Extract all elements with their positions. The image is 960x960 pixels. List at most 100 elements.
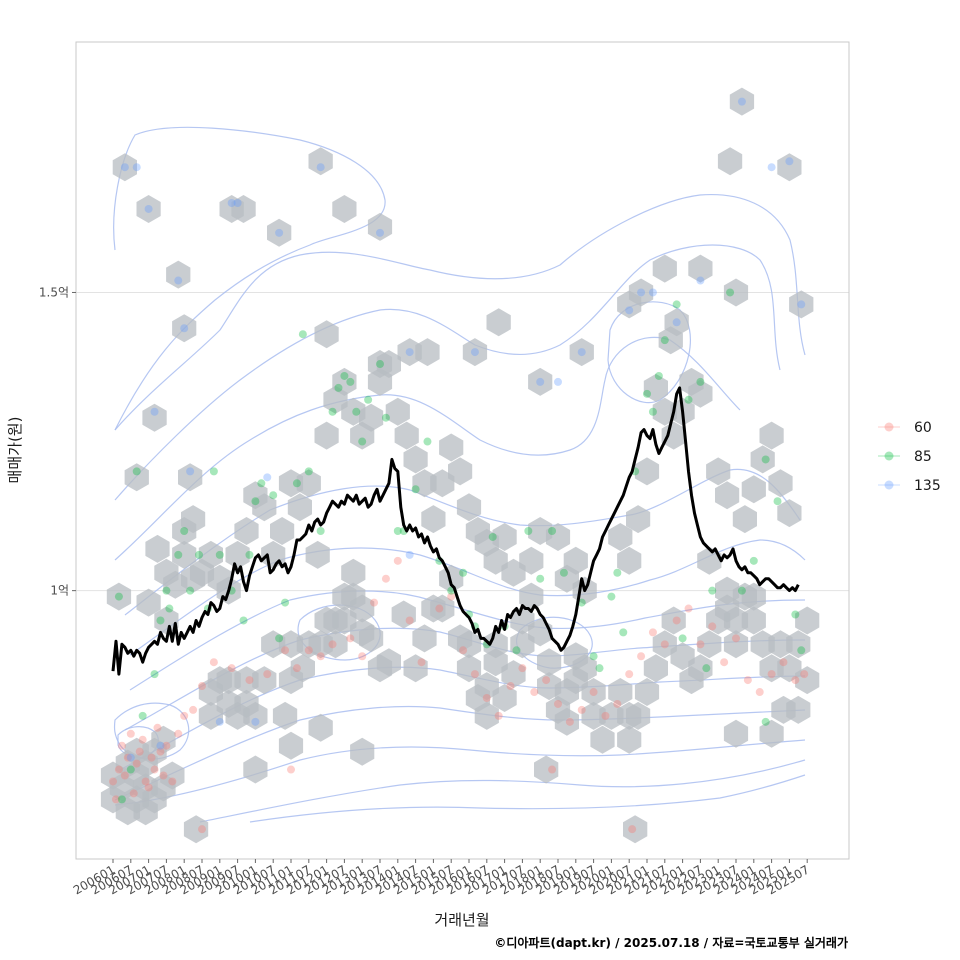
hexbin-cell — [456, 630, 482, 659]
point-60 — [393, 556, 402, 565]
hexbin-cell — [652, 254, 677, 283]
hexbin-cell — [166, 260, 191, 289]
plot-panel-border — [75, 41, 850, 860]
point-60 — [281, 646, 290, 655]
hexbin-cell — [723, 719, 749, 748]
point-60 — [159, 771, 168, 780]
point-85 — [215, 550, 224, 559]
point-135 — [785, 157, 794, 166]
x-axis-title: 거래년월 — [434, 911, 489, 929]
point-60 — [755, 688, 764, 697]
hexbin-cell — [136, 588, 161, 617]
point-60 — [708, 622, 717, 631]
point-85 — [654, 371, 663, 380]
hexbin-cell — [243, 701, 268, 730]
point-60 — [168, 777, 177, 786]
hexbin-cell — [623, 815, 648, 844]
point-85 — [251, 497, 260, 506]
hexbin-cell — [323, 630, 348, 659]
point-60 — [117, 741, 126, 750]
point-60 — [126, 729, 135, 738]
point-85 — [726, 288, 735, 297]
point-85 — [559, 568, 568, 577]
point-60 — [263, 670, 272, 679]
density-contour-6 — [129, 539, 806, 656]
point-135 — [376, 228, 384, 237]
point-85 — [165, 604, 174, 613]
hexbin-cell — [795, 666, 820, 695]
hexbin-cell — [729, 87, 755, 116]
point-60 — [162, 741, 171, 750]
point-85 — [589, 652, 598, 661]
point-60 — [743, 676, 752, 685]
hexbin-cell — [771, 695, 796, 724]
point-135 — [405, 550, 414, 559]
point-60 — [150, 765, 159, 774]
point-60 — [144, 783, 153, 792]
point-85 — [577, 598, 586, 607]
point-60 — [660, 640, 669, 649]
hexbin-cell — [448, 457, 473, 486]
point-85 — [132, 467, 141, 476]
hexbin-cell — [741, 475, 766, 504]
hexbin-cell — [350, 594, 375, 623]
hexbin-cell — [367, 212, 393, 241]
hexbin-cell — [359, 624, 384, 653]
hexbin-cell — [501, 660, 526, 689]
point-85 — [364, 395, 373, 404]
hexbin-cell — [385, 397, 410, 426]
point-85 — [607, 592, 616, 601]
hexbin-cell — [643, 373, 668, 402]
point-60 — [684, 604, 693, 613]
point-85 — [257, 479, 266, 488]
hexbin-cell — [305, 540, 330, 569]
hexbin-cell — [688, 254, 713, 283]
hexbin-cell — [124, 463, 149, 492]
point-60 — [111, 795, 120, 804]
hexbin-cell — [439, 433, 464, 462]
point-60 — [494, 711, 503, 720]
point-85 — [180, 527, 189, 536]
point-60 — [156, 747, 165, 756]
density-contour-0 — [113, 126, 386, 431]
hexbin-cell — [181, 505, 206, 534]
point-135 — [150, 407, 159, 416]
hexbin-cell — [492, 684, 517, 712]
hexbin-cell — [528, 367, 553, 396]
hexbin-cell — [492, 523, 517, 551]
hexbin-cell — [456, 654, 482, 683]
hexbin-cell — [234, 517, 259, 545]
density-contour-1 — [114, 193, 806, 431]
hexbin-cell — [717, 147, 743, 176]
trend-line-layer — [111, 386, 800, 676]
point-85 — [423, 437, 432, 446]
hexbin-cell — [314, 421, 339, 450]
hexbin-cell — [759, 421, 784, 450]
hexbin-cell — [617, 546, 642, 575]
y-axis-ticks: 1억 1.5억 — [39, 285, 76, 598]
point-60 — [548, 765, 557, 774]
point-85 — [791, 610, 800, 619]
hexbin-cell — [715, 481, 740, 510]
hexbin-cell — [617, 725, 642, 754]
point-135 — [797, 300, 806, 309]
point-85 — [648, 407, 657, 416]
point-85 — [660, 336, 669, 345]
point-60 — [791, 676, 800, 685]
point-60 — [132, 759, 141, 768]
hexbin-cell — [154, 606, 179, 635]
hexbin-cell — [160, 761, 185, 790]
point-135 — [156, 741, 165, 750]
point-85 — [613, 568, 622, 577]
point-60 — [346, 634, 355, 643]
point-135 — [554, 377, 562, 386]
point-85 — [737, 586, 746, 595]
density-contour-2 — [114, 244, 781, 501]
point-85 — [749, 556, 758, 565]
point-135 — [227, 199, 236, 208]
hexbin-cell — [142, 403, 167, 432]
hexbin-cell — [569, 338, 594, 367]
hexbin-cell — [795, 606, 820, 635]
hexbin-cell — [608, 678, 633, 706]
